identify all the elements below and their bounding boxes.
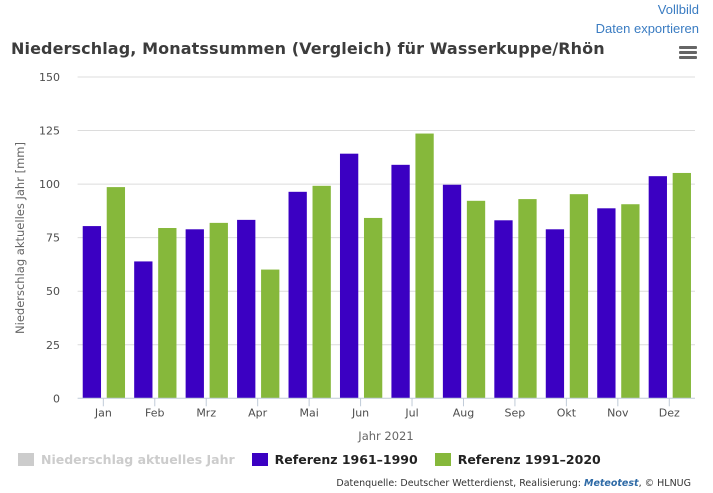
x-tick-label: Jan bbox=[94, 406, 112, 419]
fullscreen-link[interactable]: Vollbild bbox=[657, 2, 699, 17]
legend-swatch bbox=[251, 453, 268, 466]
x-tick-label: Apr bbox=[248, 406, 268, 419]
bar-ref-1961-1990-apr[interactable] bbox=[237, 219, 256, 399]
x-tick-label: Aug bbox=[453, 406, 474, 419]
bar-ref-1961-1990-jan[interactable] bbox=[82, 226, 102, 399]
bar-ref-1961-1990-nov[interactable] bbox=[597, 208, 616, 399]
bar-ref-1991-2020-aug[interactable] bbox=[466, 200, 486, 399]
chart-title: Niederschlag, Monatssummen (Vergleich) f… bbox=[11, 39, 605, 58]
legend-label: Referenz 1991–2020 bbox=[457, 452, 601, 467]
axes: 0 25 50 75 100 125 150 Jan Feb Mrz Apr Mai Jun Jul Aug… bbox=[39, 71, 695, 419]
bar-ref-1991-2020-mai[interactable] bbox=[312, 185, 331, 399]
legend-item-current-year[interactable]: Niederschlag aktuelles Jahr bbox=[18, 452, 235, 467]
bar-ref-1991-2020-jul[interactable] bbox=[415, 133, 434, 399]
bar-ref-1961-1990-jun[interactable] bbox=[339, 153, 359, 399]
bar-ref-1991-2020-sep[interactable] bbox=[518, 199, 537, 399]
bar-ref-1991-2020-nov[interactable] bbox=[621, 204, 640, 399]
y-axis-title: Niederschlag aktuelles Jahr [mm] bbox=[13, 142, 27, 334]
bar-ref-1991-2020-jun[interactable] bbox=[363, 217, 383, 399]
y-tick-label: 25 bbox=[46, 339, 60, 352]
bar-ref-1961-1990-mrz[interactable] bbox=[185, 229, 204, 399]
bar-ref-1961-1990-aug[interactable] bbox=[442, 184, 462, 399]
x-tick-label: Mai bbox=[299, 406, 318, 419]
export-data-link[interactable]: Daten exportieren bbox=[595, 21, 699, 36]
bar-ref-1961-1990-dez[interactable] bbox=[648, 176, 667, 399]
credits-suffix: , © HLNUG bbox=[638, 478, 691, 489]
hamburger-menu-icon[interactable] bbox=[679, 46, 697, 62]
menu-line bbox=[679, 51, 697, 54]
y-tick-label: 50 bbox=[46, 285, 60, 298]
bar-ref-1961-1990-mai[interactable] bbox=[288, 191, 307, 399]
x-tick-label: Sep bbox=[505, 406, 526, 419]
y-tick-label: 75 bbox=[46, 232, 60, 245]
menu-line bbox=[679, 56, 697, 59]
bar-ref-1961-1990-feb[interactable] bbox=[134, 261, 153, 399]
bar-ref-1961-1990-okt[interactable] bbox=[545, 229, 565, 399]
bar-ref-1991-2020-mrz[interactable] bbox=[209, 222, 228, 399]
meteotest-link[interactable]: Meteotest bbox=[583, 478, 639, 489]
legend-label: Niederschlag aktuelles Jahr bbox=[41, 452, 235, 467]
legend-item-ref-1961-1990[interactable]: Referenz 1961–1990 bbox=[251, 452, 418, 467]
chart-plot: 0 25 50 75 100 125 150 Jan Feb Mrz Apr Mai Jun Jul Aug… bbox=[13, 71, 695, 443]
x-tick-label: Dez bbox=[659, 406, 680, 419]
x-tick-label: Nov bbox=[607, 406, 629, 419]
bar-ref-1991-2020-dez[interactable] bbox=[672, 172, 691, 399]
legend-item-ref-1991-2020[interactable]: Referenz 1991–2020 bbox=[434, 452, 601, 467]
x-tick-label: Jun bbox=[351, 406, 369, 419]
credits-prefix: Datenquelle: Deutscher Wetterdienst, Rea… bbox=[336, 478, 584, 489]
bars bbox=[82, 133, 691, 399]
bar-ref-1961-1990-jul[interactable] bbox=[391, 164, 410, 399]
gridlines bbox=[77, 76, 695, 346]
bar-ref-1991-2020-feb[interactable] bbox=[158, 228, 177, 399]
y-tick-label: 150 bbox=[39, 71, 60, 84]
legend-swatch bbox=[18, 453, 34, 466]
menu-line bbox=[679, 46, 697, 49]
y-tick-label: 0 bbox=[53, 392, 60, 405]
legend-label: Referenz 1961–1990 bbox=[274, 452, 418, 467]
bar-ref-1961-1990-sep[interactable] bbox=[494, 220, 513, 399]
x-tick-label: Mrz bbox=[196, 406, 216, 419]
bar-ref-1991-2020-jan[interactable] bbox=[106, 187, 126, 399]
bar-ref-1991-2020-apr[interactable] bbox=[261, 269, 280, 399]
legend: Niederschlag aktuelles Jahr Referenz 196… bbox=[18, 452, 618, 467]
y-tick-label: 125 bbox=[39, 125, 60, 138]
x-tick-label: Jul bbox=[404, 406, 418, 419]
x-tick-label: Feb bbox=[145, 406, 164, 419]
x-axis-title: Jahr 2021 bbox=[357, 429, 413, 443]
y-tick-label: 100 bbox=[39, 178, 60, 191]
credits-footer: Datenquelle: Deutscher Wetterdienst, Rea… bbox=[336, 478, 691, 489]
bar-ref-1991-2020-okt[interactable] bbox=[569, 194, 589, 399]
legend-swatch bbox=[434, 453, 451, 466]
x-tick-label: Okt bbox=[557, 406, 577, 419]
